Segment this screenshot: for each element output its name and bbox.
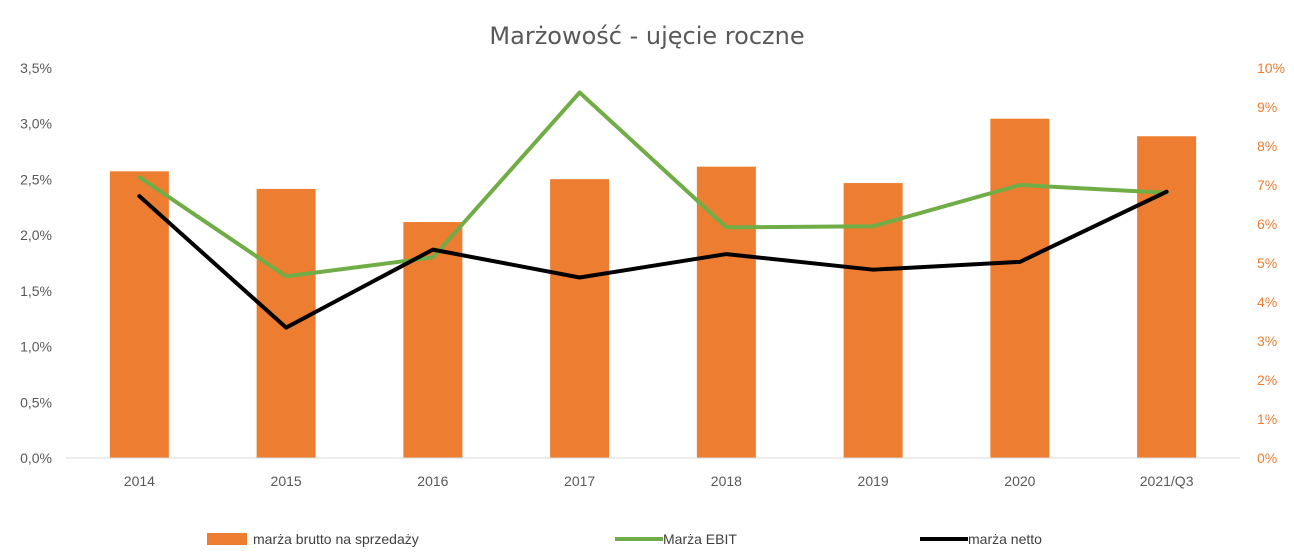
right-tick-label: 7% xyxy=(1257,177,1277,193)
series-line xyxy=(137,189,1169,330)
bar xyxy=(696,166,756,459)
left-tick-label: 2,0% xyxy=(20,227,52,243)
bar xyxy=(1137,136,1197,458)
legend-label: marża netto xyxy=(968,531,1042,547)
right-tick-label: 2% xyxy=(1257,372,1277,388)
x-tick-label: 2014 xyxy=(124,473,155,489)
x-tick-label: 2017 xyxy=(564,473,595,489)
left-tick-label: 3,0% xyxy=(20,116,52,132)
bar xyxy=(256,188,316,458)
right-tick-label: 6% xyxy=(1257,216,1277,232)
legend: marża brutto na sprzedaży Marża EBIT marża… xyxy=(207,531,1042,547)
left-tick-label: 1,5% xyxy=(20,283,52,299)
bar xyxy=(990,118,1050,458)
right-axis-ticks: 0% 1% 2% 3% 4% 5% 6% 7% 8% 9% 10% xyxy=(1257,60,1285,466)
x-tick-label: 2021/Q3 xyxy=(1140,473,1194,489)
x-tick-label: 2020 xyxy=(1004,473,1035,489)
x-tick-label: 2019 xyxy=(858,473,889,489)
left-tick-label: 2,5% xyxy=(20,171,52,187)
left-tick-label: 1,0% xyxy=(20,339,52,355)
left-tick-label: 0,5% xyxy=(20,394,52,410)
right-tick-label: 5% xyxy=(1257,255,1277,271)
bar-series xyxy=(109,118,1197,459)
left-tick-label: 0,0% xyxy=(20,450,52,466)
left-axis-ticks: 0,0% 0,5% 1,0% 1,5% 2,0% 2,5% 3,0% 3,5% xyxy=(20,60,52,466)
right-tick-label: 3% xyxy=(1257,333,1277,349)
bar xyxy=(550,179,610,458)
right-tick-label: 1% xyxy=(1257,411,1277,427)
series-line xyxy=(137,90,1169,279)
x-tick-label: 2016 xyxy=(417,473,448,489)
chart-title: Marżowość - ujęcie roczne xyxy=(489,22,804,50)
legend-label: marża brutto na sprzedaży xyxy=(253,531,419,547)
right-tick-label: 4% xyxy=(1257,294,1277,310)
right-tick-label: 9% xyxy=(1257,99,1277,115)
right-tick-label: 8% xyxy=(1257,138,1277,154)
x-tick-label: 2018 xyxy=(711,473,742,489)
right-tick-label: 10% xyxy=(1257,60,1285,76)
x-tick-label: 2015 xyxy=(271,473,302,489)
x-axis-ticks: 2014 2015 2016 2017 2018 2019 2020 2021/Q3 xyxy=(124,473,1194,489)
legend-label: Marża EBIT xyxy=(663,531,737,547)
left-tick-label: 3,5% xyxy=(20,60,52,76)
bar xyxy=(843,183,903,459)
bar xyxy=(109,171,169,458)
right-tick-label: 0% xyxy=(1257,450,1277,466)
line-series xyxy=(137,90,1169,330)
legend-swatch xyxy=(207,533,247,545)
